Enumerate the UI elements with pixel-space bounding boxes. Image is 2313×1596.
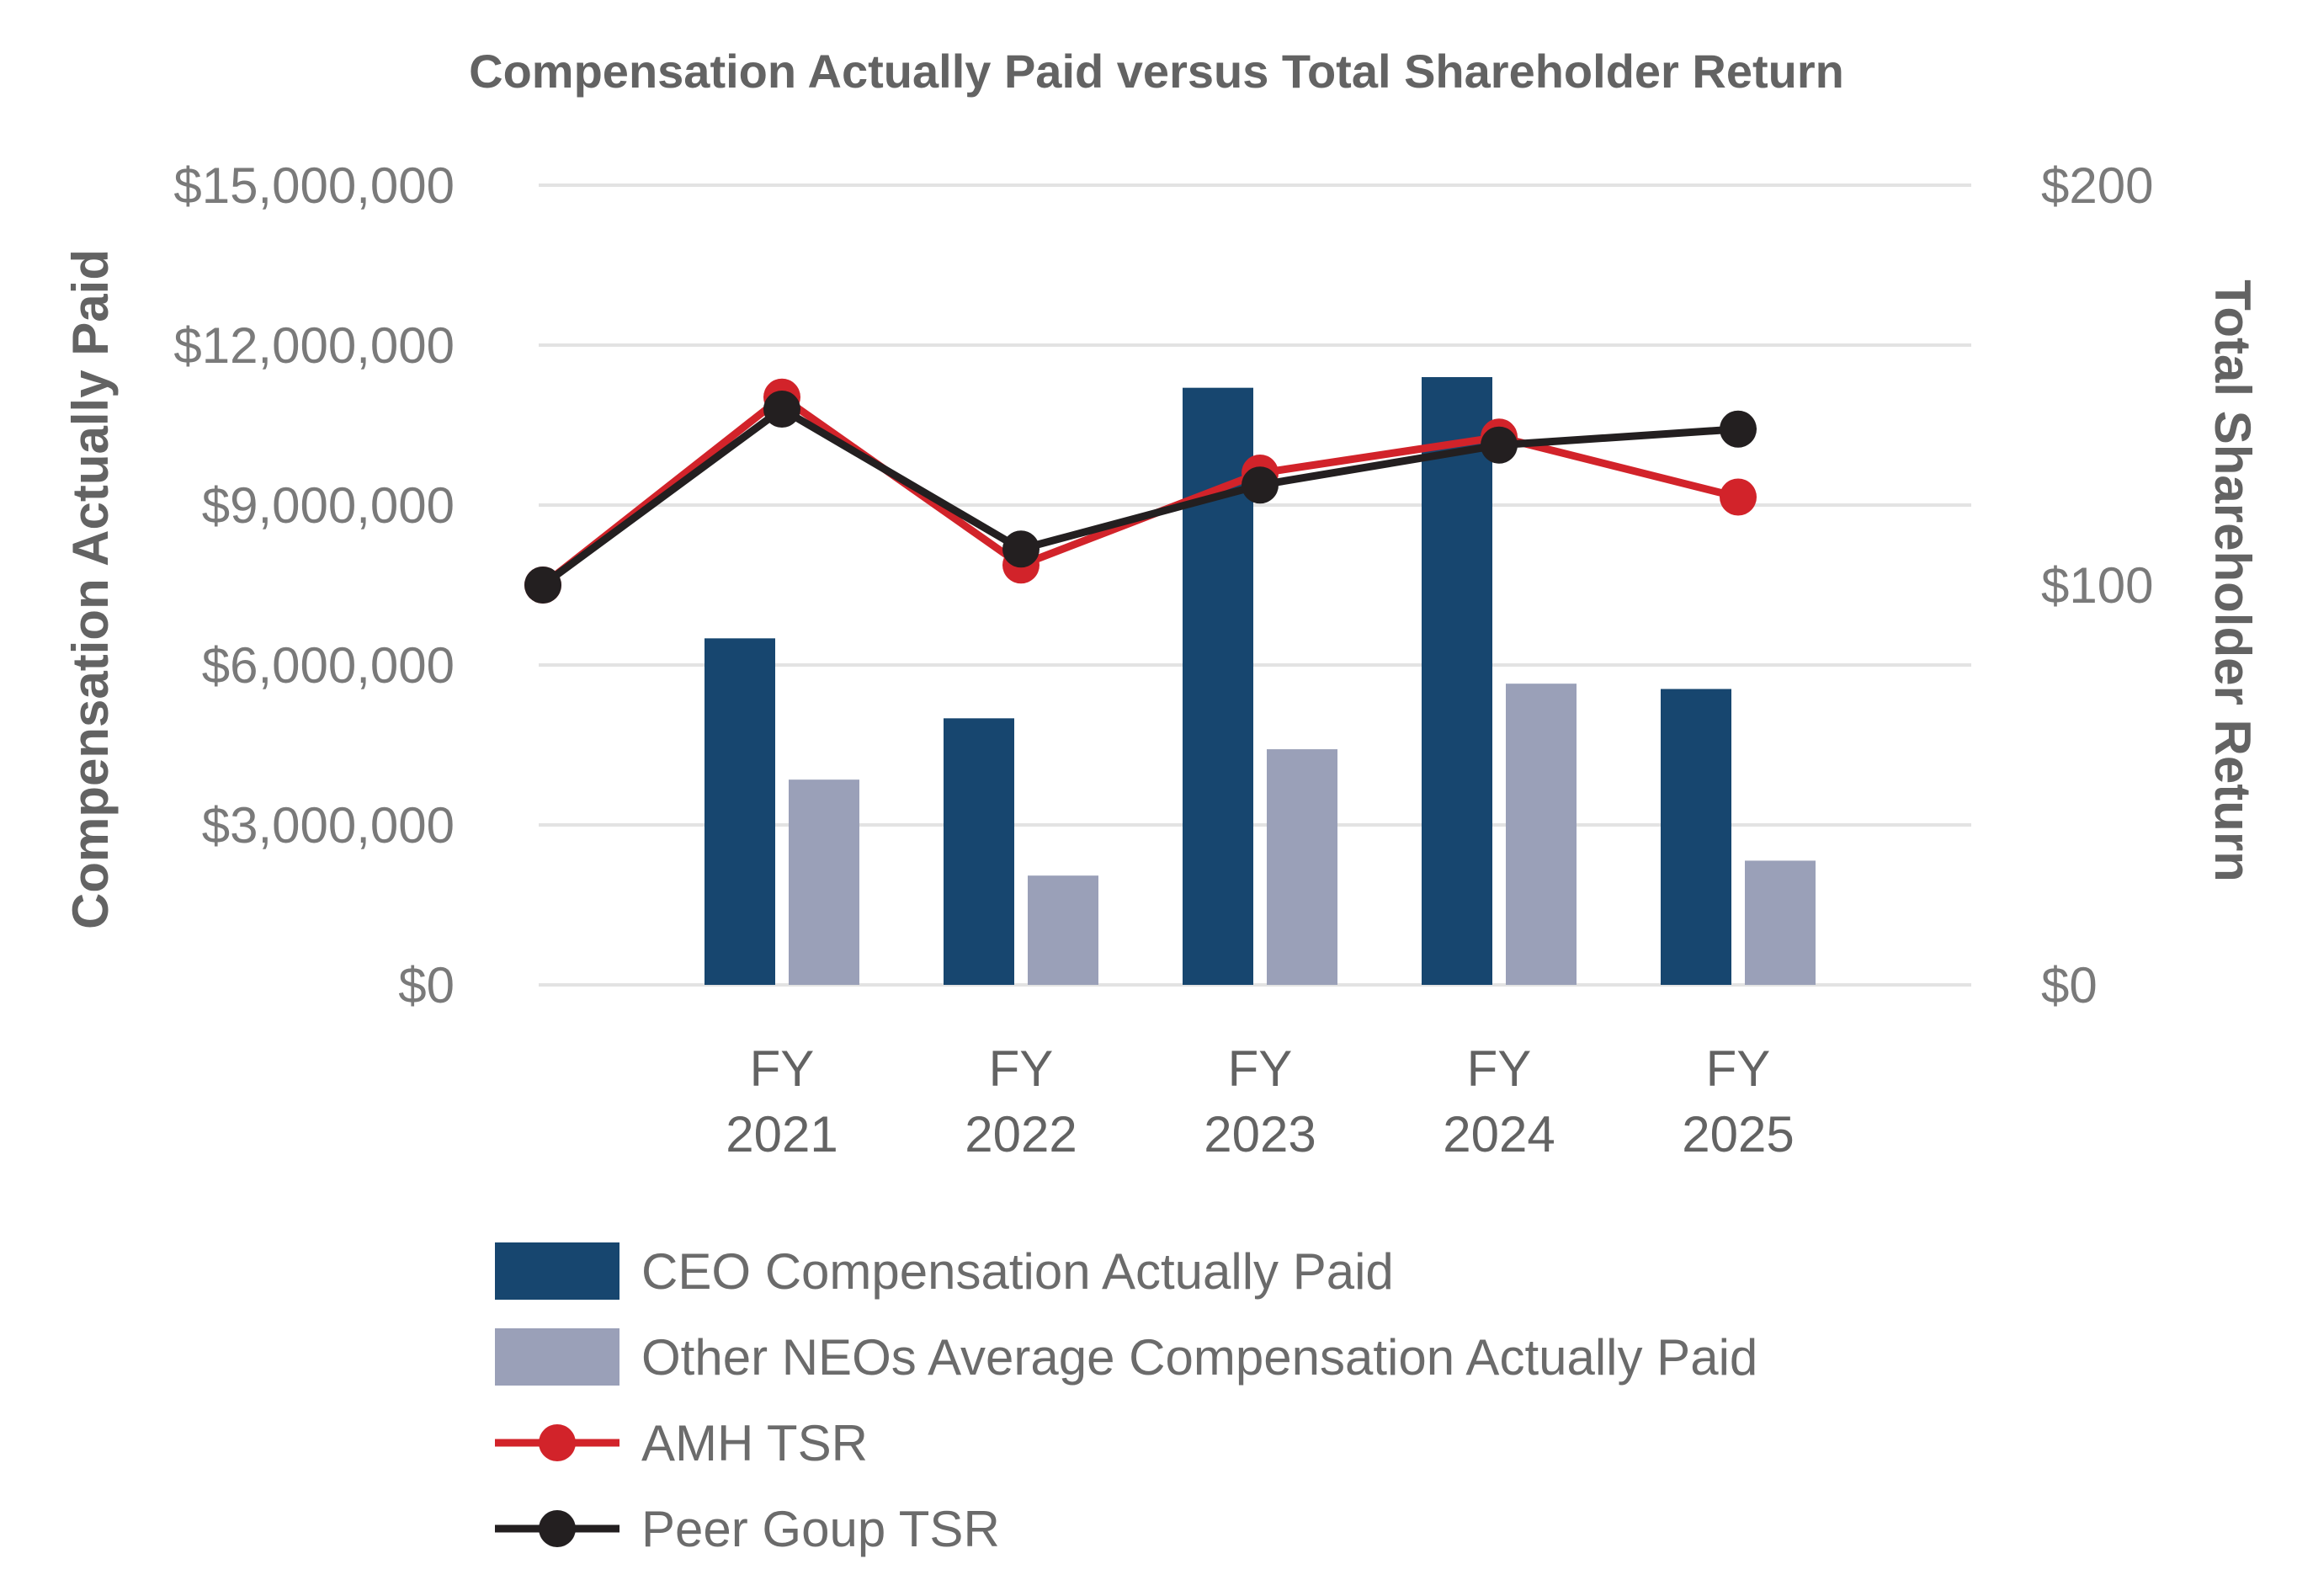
neo-cap-bar (1506, 684, 1577, 985)
tsr-lines (524, 378, 1757, 604)
peer-tsr-line (540, 405, 1739, 588)
peer-tsr-point (1481, 426, 1518, 464)
x-tick-label: FY (1706, 1040, 1771, 1097)
legend-marker (539, 1424, 576, 1461)
amh-tsr-line (540, 393, 1740, 588)
x-tick-label: FY (750, 1040, 815, 1097)
peer-tsr-point (524, 567, 561, 604)
x-tick-label: FY (1228, 1040, 1293, 1097)
y2-tick-label: $100 (2041, 557, 2153, 614)
y-tick-label: $6,000,000 (202, 637, 455, 694)
y-tick-label: $12,000,000 (173, 317, 455, 374)
ceo-cap-bar (1661, 689, 1731, 985)
ceo-cap-bar (1422, 377, 1492, 985)
y2-axis-ticks: $0 $100 $200 (2041, 157, 2153, 1013)
legend-marker (539, 1510, 576, 1547)
neo-cap-bar (1745, 860, 1816, 985)
ceo-cap-bar (944, 718, 1014, 985)
y-tick-label: $15,000,000 (173, 157, 455, 214)
y-tick-label: $0 (398, 957, 455, 1013)
x-tick-label: 2024 (1443, 1106, 1555, 1162)
x-tick-label: 2025 (1682, 1106, 1794, 1162)
legend: CEO Compensation Actually Paid Other NEOs… (495, 1242, 1757, 1557)
x-axis-ticks: FY 2021 FY 2022 FY 2023 FY 2024 FY 2025 (726, 1040, 1794, 1162)
peer-tsr-point (1002, 530, 1040, 568)
legend-label: Other NEOs Average Compensation Actually… (641, 1329, 1757, 1386)
bars (705, 377, 1816, 986)
x-tick-label: FY (989, 1040, 1054, 1097)
neo-cap-bar (1028, 875, 1098, 985)
y-tick-label: $3,000,000 (202, 797, 455, 854)
legend-swatch (495, 1328, 619, 1386)
y-axis-ticks: $0 $3,000,000 $6,000,000 $9,000,000 $12,000,… (173, 157, 455, 1013)
x-tick-label: 2023 (1204, 1106, 1316, 1162)
x-tick-label: FY (1467, 1040, 1532, 1097)
legend-label: AMH TSR (641, 1415, 868, 1471)
ceo-cap-bar (705, 638, 775, 985)
neo-cap-bar (789, 779, 859, 985)
legend-label: CEO Compensation Actually Paid (641, 1243, 1394, 1300)
legend-label: Peer Goup TSR (641, 1501, 1000, 1557)
peer-tsr-point (763, 391, 800, 428)
peer-tsr-point (1720, 410, 1757, 448)
legend-swatch (495, 1242, 619, 1300)
y2-tick-label: $0 (2041, 957, 2098, 1013)
x-tick-label: 2022 (965, 1106, 1077, 1162)
y2-tick-label: $200 (2041, 157, 2153, 214)
y2-axis-title: Total Shareholder Return (2204, 279, 2261, 882)
neo-cap-bar (1267, 749, 1337, 985)
y-axis-title: Compensation Actually Paid (62, 249, 119, 929)
amh-tsr-point (1720, 478, 1757, 516)
peer-tsr-point (1242, 466, 1279, 504)
chart-title: Compensation Actually Paid versus Total … (469, 45, 1844, 98)
x-tick-label: 2021 (726, 1106, 837, 1162)
gridlines (539, 184, 1971, 987)
y-tick-label: $9,000,000 (202, 477, 455, 534)
